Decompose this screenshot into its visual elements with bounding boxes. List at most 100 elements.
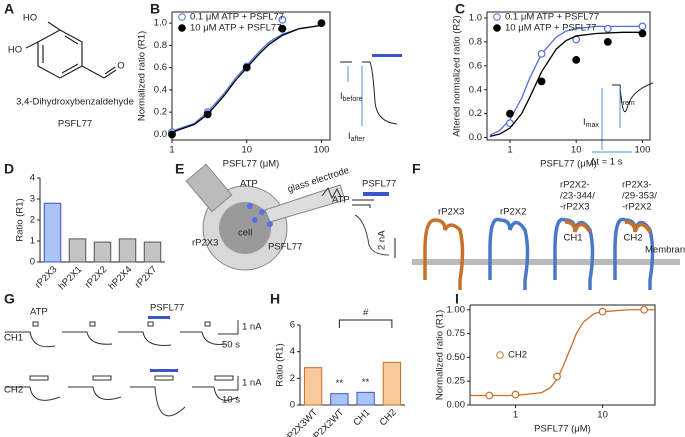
x-tick-label: 10	[597, 410, 608, 421]
fit-curve	[171, 24, 322, 133]
x-axis-label: PSFL77 (μM)	[223, 159, 280, 170]
data-point	[640, 305, 649, 314]
y-tick-label: 0	[290, 400, 295, 411]
panel-label: D	[4, 161, 14, 177]
panel-label: E	[175, 161, 184, 177]
e-label: rP2X3	[192, 238, 218, 249]
data-point	[553, 372, 561, 381]
group-label: HO	[23, 13, 37, 24]
legend-marker	[178, 13, 186, 21]
legend-label: CH2	[508, 350, 527, 361]
data-point	[511, 390, 520, 399]
inset-arrows	[592, 88, 632, 153]
y-tick-label: 0.4	[469, 84, 482, 95]
y-axis-label: Normalized ratio (R1)	[137, 31, 148, 121]
annotation: #	[363, 308, 369, 319]
data-point	[638, 22, 647, 31]
y-axis-label: Altered normalized ratio (R2)	[452, 15, 463, 136]
data-point	[638, 29, 647, 38]
x-tick-label: rP2X7	[133, 264, 159, 290]
annotation: **	[336, 378, 344, 389]
data-point	[278, 15, 287, 24]
inset-label-sub: rem	[623, 100, 635, 107]
membrane-label: Membrane	[645, 245, 685, 256]
inset-bar	[372, 54, 402, 57]
inset-label-main: I	[348, 131, 351, 142]
x-tick-label: hP2X4	[106, 264, 134, 292]
axis-frame	[486, 11, 651, 141]
data-point	[537, 49, 546, 58]
inset-trace	[612, 82, 654, 113]
y-tick-label: 1	[30, 236, 35, 247]
x-tick-label: 1	[507, 145, 512, 156]
group-label: O	[117, 61, 124, 72]
inset-label: Imax	[583, 117, 599, 129]
data-point	[603, 24, 612, 33]
axis-frame	[469, 304, 656, 406]
x-tick-label: rP2X3	[33, 264, 59, 290]
y-tick-label: 0.6	[469, 60, 482, 71]
y-tick-label: 0.25	[447, 376, 466, 387]
y-axis-label: Normalized ratio (R1)	[435, 310, 446, 400]
x-axis-label: PSFL77 (μM)	[534, 424, 591, 435]
bar	[43, 202, 62, 263]
y-tick-label: 4	[30, 173, 35, 184]
annotation: **	[362, 377, 370, 388]
data-point	[598, 307, 607, 316]
y-tick-label: 0.75	[447, 328, 466, 339]
inset-label: Ibefore	[340, 91, 363, 103]
y-tick-label: 2	[290, 373, 295, 384]
y-tick-label: 0.8	[469, 36, 482, 47]
bar	[303, 367, 323, 406]
legend-marker	[496, 351, 504, 359]
y-tick-label: 0.00	[447, 400, 466, 411]
y-tick-label: 0.2	[154, 107, 167, 118]
inset-label-sub: before	[343, 96, 363, 103]
y-tick-label: 0.2	[469, 108, 482, 119]
legend-marker	[178, 24, 186, 32]
channel-label: /29-353/	[622, 191, 657, 202]
g-scale: 10 s	[222, 395, 240, 406]
y-axis-label: Ratio (R1)	[275, 343, 286, 386]
y-tick-label: 1.0	[469, 12, 482, 23]
compound-code: PSFL77	[58, 119, 92, 130]
g-scale: 50 s	[222, 340, 240, 351]
channel-label: -rP2X2	[622, 202, 652, 213]
data-point	[506, 109, 514, 118]
cell-diagram	[185, 163, 396, 271]
channel-label: /23-344/	[560, 191, 595, 202]
inset-arrows	[347, 66, 363, 126]
channel-label: rP2X2	[500, 207, 526, 218]
significance-bracket	[338, 319, 393, 328]
channel-label: rP2X2-	[560, 180, 590, 191]
chimera-label: CH2	[623, 233, 642, 244]
y-tick-label: 0.50	[447, 352, 466, 363]
data-point	[242, 63, 251, 72]
inset-label-main: I	[340, 91, 343, 102]
x-tick-label: rP2X2	[83, 264, 109, 290]
e-label: 2 nA	[377, 230, 388, 250]
legend-label: 0.1 μM ATP + PSFL77	[190, 12, 284, 23]
y-tick-label: 1.0	[154, 18, 167, 29]
panel-label: F	[412, 161, 421, 177]
molecule	[25, 21, 117, 79]
x-tick-label: 1	[513, 410, 518, 421]
e-label: PSFL77	[362, 179, 396, 190]
panel-label: C	[455, 1, 465, 17]
chimera-label: CH1	[563, 233, 582, 244]
y-tick-label: 1.00	[447, 304, 466, 315]
inset-trace	[340, 61, 398, 125]
y-tick-label: 0.0	[154, 129, 167, 140]
panel-label: B	[150, 1, 160, 17]
y-tick-label: 2	[30, 215, 35, 226]
bar	[93, 241, 112, 263]
y-tick-label: 4	[290, 346, 295, 357]
bar	[356, 391, 375, 406]
y-tick-label: 0.4	[154, 84, 167, 95]
bar	[382, 361, 402, 406]
legend-label: 10 μM ATP + PSFL77	[190, 23, 281, 34]
legend-label: 10 μM ATP + PSFL77	[505, 23, 596, 34]
x-tick-label: 100	[314, 145, 330, 156]
legend-marker	[493, 13, 501, 21]
